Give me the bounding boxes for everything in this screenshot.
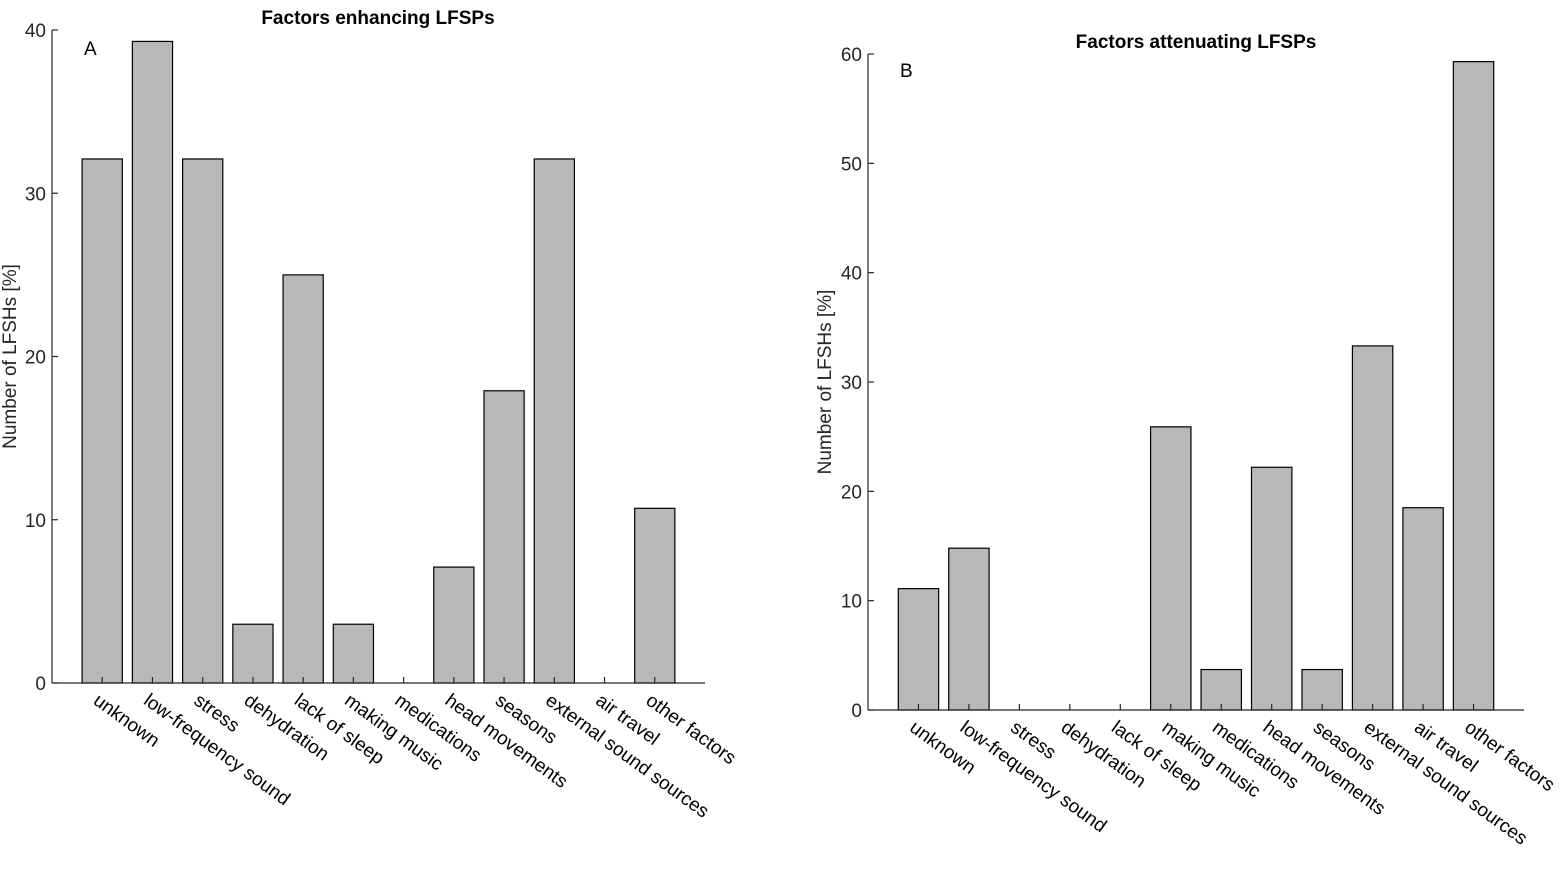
bar-seasons <box>1301 668 1343 711</box>
bar-external-sound-sources <box>533 158 575 684</box>
chart-title: Factors attenuating LFSPs <box>1076 32 1317 53</box>
bar-unknown <box>81 158 123 684</box>
bar-other-factors <box>634 507 676 684</box>
y-tick-label: 40 <box>25 21 46 42</box>
y-tick-label: 10 <box>25 511 46 532</box>
bar-making-music <box>332 623 375 684</box>
y-tick-label: 0 <box>851 701 862 722</box>
panel-label: A <box>84 39 97 60</box>
bar-making-music <box>1149 426 1192 711</box>
bar-seasons <box>483 390 525 684</box>
y-tick-label: 30 <box>841 373 862 394</box>
y-tick-label: 40 <box>841 264 862 285</box>
y-tick-label: 0 <box>35 674 46 695</box>
bar-stress <box>182 158 224 684</box>
bar-air-travel <box>1402 507 1444 711</box>
bar-low-frequency-sound <box>948 547 990 711</box>
bar-head-movements <box>1250 466 1293 711</box>
chart-panel-a: Factors enhancing LFSPs A Number of LFSHs … <box>0 8 740 823</box>
y-axis-label: Number of LFSHs [%] <box>0 264 21 449</box>
panel-label: B <box>900 61 913 82</box>
bar-medications <box>1200 668 1243 711</box>
bar-lack-of-sleep <box>282 274 324 684</box>
chart-title: Factors enhancing LFSPs <box>261 8 494 29</box>
y-tick-label: 50 <box>841 154 862 175</box>
bar-unknown <box>897 588 940 711</box>
bar-dehydration <box>232 623 274 684</box>
y-tick-label: 10 <box>841 592 862 613</box>
bar-external-sound-sources <box>1351 345 1394 711</box>
y-tick-label: 60 <box>841 45 862 66</box>
chart-panel-b: Factors attenuating LFSPs B Number of LFSH… <box>815 32 1558 850</box>
bar-head-movements <box>433 566 475 684</box>
y-tick-label: 20 <box>25 348 46 369</box>
y-tick-label: 30 <box>25 184 46 205</box>
bar-low-frequency-sound <box>131 40 174 684</box>
y-axis-label: Number of LFSHs [%] <box>815 290 836 475</box>
y-tick-label: 20 <box>841 482 862 503</box>
bar-other-factors <box>1452 61 1495 711</box>
